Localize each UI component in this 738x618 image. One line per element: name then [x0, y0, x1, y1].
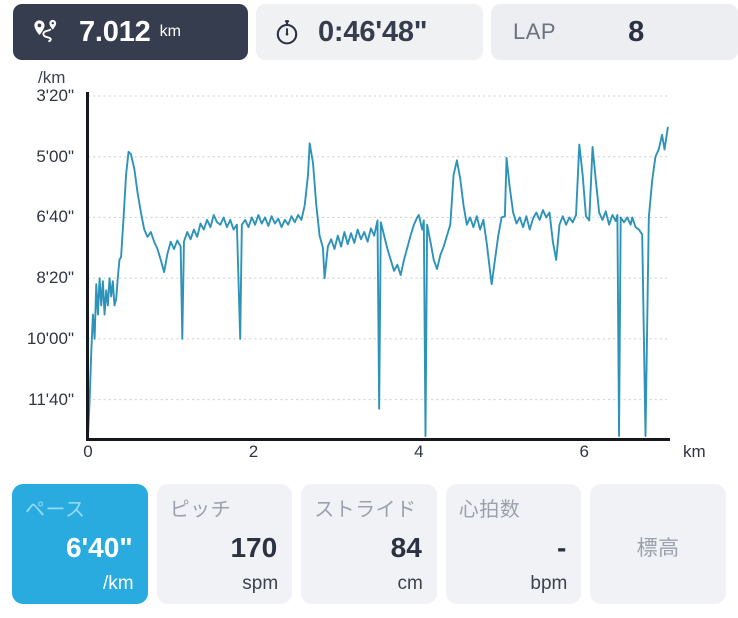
metric-unit: bpm [530, 573, 568, 594]
pace-line-svg [87, 95, 669, 437]
duration-tile[interactable]: 0:46'48" [256, 4, 483, 60]
y-tick-label: 11'40" [28, 389, 74, 409]
metric-value: - [557, 532, 567, 563]
distance-unit: km [159, 23, 181, 40]
distance-tile[interactable]: 7.012 km [13, 4, 248, 60]
pace-chart[interactable]: /km 3'20" 5'00" 6'40" 8'20" 10'00" 11'40" 0 2 4… [0, 64, 738, 482]
x-axis-labels: 0 2 4 6 [0, 64, 738, 482]
x-tick-label: 6 [579, 442, 590, 461]
metric-value: 84 [390, 532, 422, 563]
distance-value: 7.012 [79, 15, 151, 48]
pace-line [87, 126, 669, 437]
metric-label: ピッチ [169, 499, 232, 521]
x-tick-label: 0 [83, 442, 93, 461]
stopwatch-icon [270, 15, 304, 49]
plot-canvas [87, 95, 669, 437]
x-axis-line [86, 438, 670, 441]
x-tick-label: 4 [414, 442, 424, 461]
metric-value: 6'40" [65, 532, 133, 563]
metric-value: 170 [230, 532, 278, 563]
y-tick-label: 6'40" [36, 207, 74, 227]
x-tick-label: 2 [248, 442, 259, 461]
duration-value: 0:46'48" [318, 15, 428, 48]
metric-tile-pace[interactable]: ペース 6'40" /km [12, 484, 148, 604]
metric-unit: /km [102, 573, 134, 594]
y-tick-label: 10'00" [26, 328, 74, 348]
summary-header: 7.012 km 0:46'48" LAP 8 [0, 0, 738, 64]
metric-unit: cm [397, 573, 423, 594]
lap-value: 8 [628, 15, 645, 48]
metric-unit: spm [242, 573, 279, 594]
metric-tiles: ペース 6'40" /km ピッチ 170 spm ストライド 84 cm 心拍… [0, 484, 738, 618]
lap-label: LAP [513, 19, 557, 44]
y-tick-label: 3'20" [36, 86, 74, 105]
y-axis-unit-label: /km [38, 68, 66, 87]
y-tick-label: 8'20" [36, 268, 74, 288]
metric-tile-elevation[interactable]: 標高 [590, 484, 726, 604]
lap-tile[interactable]: LAP 8 [491, 4, 738, 60]
metric-tile-heart-rate[interactable]: 心拍数 - bpm [445, 484, 582, 604]
y-axis-line [86, 92, 89, 440]
metric-label: 標高 [636, 537, 680, 560]
metric-tile-stride[interactable]: ストライド 84 cm [301, 484, 437, 604]
metric-label: 心拍数 [458, 499, 521, 521]
x-axis-unit-label: km [683, 442, 706, 461]
y-axis-labels: 3'20" 5'00" 6'40" 8'20" 10'00" 11'40" [0, 64, 82, 482]
y-tick-label: 5'00" [36, 146, 74, 166]
metric-tile-cadence[interactable]: ピッチ 170 spm [156, 484, 293, 604]
metric-label: ストライド [314, 499, 417, 521]
route-marker-icon [29, 15, 63, 49]
metric-label: ペース [25, 499, 86, 521]
